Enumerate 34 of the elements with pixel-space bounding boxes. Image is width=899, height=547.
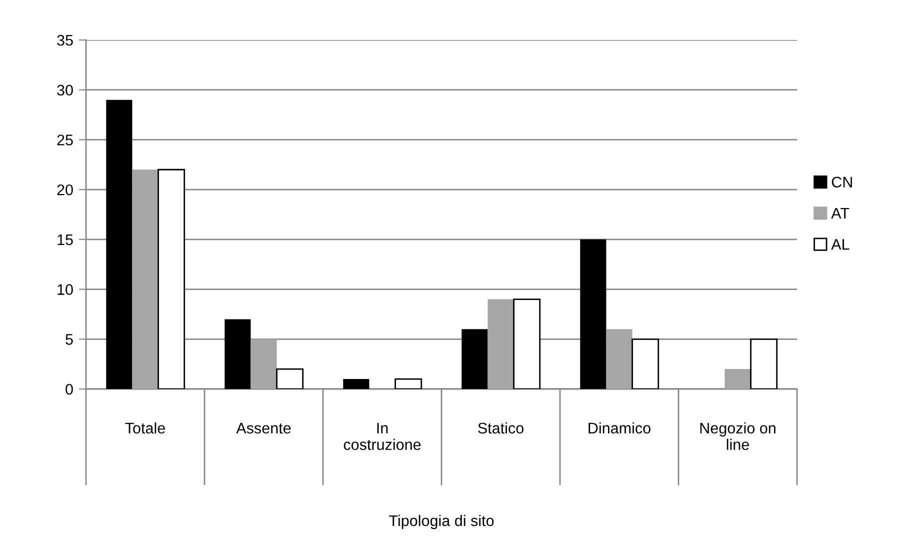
x-tick-label: Statico — [478, 422, 524, 434]
x-axis-title: Tipologia di sito — [389, 514, 494, 530]
y-tick-label: 25 — [57, 134, 73, 146]
y-tick-label: 0 — [66, 384, 73, 395]
bar — [580, 239, 606, 389]
x-tick-label: Negozio on line — [700, 422, 776, 450]
y-tick-label: 30 — [57, 84, 73, 96]
bar — [106, 100, 132, 389]
y-tick-label: 5 — [66, 334, 73, 345]
legend-label: AT — [831, 208, 850, 218]
bar — [394, 378, 422, 389]
y-tick-label: 10 — [58, 284, 73, 295]
y-tick-label: 35 — [57, 34, 73, 46]
bar — [276, 368, 304, 389]
legend-label: CN — [832, 176, 852, 188]
bar — [632, 338, 660, 389]
bar — [132, 170, 158, 389]
bar — [724, 369, 751, 389]
y-tick-label: 15 — [58, 234, 73, 246]
x-tick-label: Dinamico — [588, 422, 650, 434]
legend-label: AL — [831, 239, 850, 250]
bar — [513, 298, 541, 389]
x-tick-label: Totale — [125, 422, 165, 434]
bar — [750, 338, 778, 389]
bar — [250, 339, 277, 389]
x-tick-label: In costruzione — [344, 422, 421, 450]
bar — [158, 168, 186, 389]
bar — [462, 329, 488, 389]
x-tick-label: Assente — [236, 422, 291, 434]
bar — [606, 329, 632, 389]
y-tick-label: 20 — [57, 184, 73, 196]
bar — [343, 379, 370, 389]
bar — [488, 299, 514, 389]
bar — [224, 319, 251, 389]
